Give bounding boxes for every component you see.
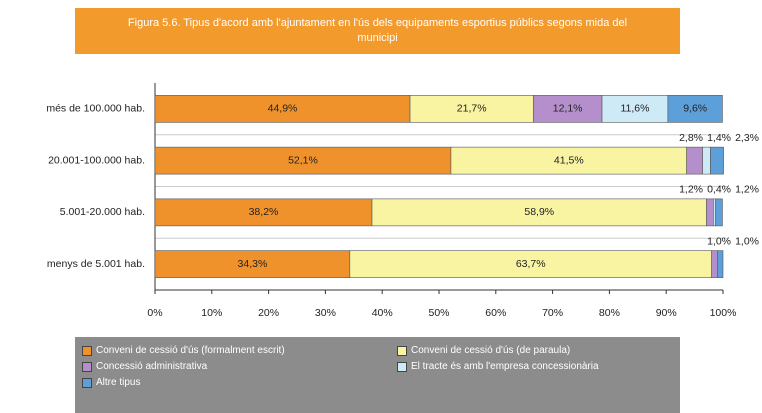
data-label: 11,6% — [620, 103, 649, 115]
legend-item: Conveni de cessió d'ús (de paraula) — [397, 345, 570, 356]
data-label: 21,7% — [457, 103, 487, 115]
data-label: 1,4% — [707, 132, 731, 144]
x-tick-label: 90% — [656, 307, 677, 319]
data-label: 0,4% — [707, 184, 731, 196]
legend-label: Concessió administrativa — [96, 361, 208, 372]
bar-segment — [686, 146, 703, 175]
data-label: 12,1% — [553, 103, 583, 115]
bar-segment — [717, 250, 724, 278]
chart: 0% 10% 20% 30% 40% 50% 60% 70% 80% 90% 100% més de … — [46, 83, 759, 319]
bar-segment — [532, 95, 603, 123]
bar-segment — [706, 198, 714, 227]
bar-segment — [715, 198, 723, 227]
bar-segment — [713, 198, 716, 227]
bar-segment — [710, 146, 724, 175]
x-tick-label: 40% — [372, 307, 393, 319]
legend-item: Altre tipus — [82, 377, 140, 388]
bar-segment — [667, 95, 723, 123]
legend-label: Altre tipus — [96, 377, 141, 388]
data-label: 2,8% — [679, 132, 703, 144]
bar-segment — [711, 250, 718, 278]
x-tick-label: 20% — [258, 307, 279, 319]
x-tick-label: 80% — [599, 307, 620, 319]
chart-title: Figura 5.6. Tipus d'acord amb l'ajuntame… — [75, 8, 680, 54]
x-tick-label: 30% — [315, 307, 336, 319]
x-tick-label: 100% — [710, 307, 737, 319]
bar-segment — [349, 250, 712, 278]
data-label: 34,3% — [238, 258, 268, 270]
bar-segment — [154, 95, 411, 123]
legend-label: Conveni de cessió d'ús (de paraula) — [411, 345, 571, 356]
data-label: 1,2% — [679, 184, 703, 196]
bar-segment — [154, 250, 351, 278]
bar-segment — [702, 146, 711, 175]
bar-segment — [409, 95, 534, 123]
legend-swatch — [82, 377, 92, 388]
x-tick-label: 50% — [428, 307, 449, 319]
bar-segment — [154, 146, 452, 175]
y-tick-label: 20.001-100.000 hab. — [48, 154, 145, 166]
legend-item: Conveni de cessió d'ús (formalment escri… — [82, 345, 285, 356]
legend-swatch — [82, 361, 92, 372]
data-label: 1,0% — [735, 235, 759, 247]
x-tick-label: 0% — [147, 307, 162, 319]
legend-label: El tracte és amb l'empresa concessionàri… — [411, 361, 599, 372]
legend-label: Conveni de cessió d'ús (formalment escri… — [96, 345, 285, 356]
legend-swatch — [397, 345, 407, 356]
bar-segment — [371, 198, 707, 227]
y-tick-label: més de 100.000 hab. — [46, 103, 145, 115]
data-label: 9,6% — [683, 103, 707, 115]
x-tick-label: 60% — [485, 307, 506, 319]
x-tick-label: 10% — [201, 307, 222, 319]
data-label: 1,0% — [707, 235, 731, 247]
legend: Conveni de cessió d'ús (formalment escri… — [75, 337, 680, 413]
data-label: 41,5% — [554, 154, 584, 166]
data-label: 1,2% — [735, 184, 759, 196]
data-label: 2,3% — [735, 132, 759, 144]
data-label: 63,7% — [516, 258, 546, 270]
legend-swatch — [82, 345, 92, 356]
legend-item: Concessió administrativa — [82, 361, 207, 372]
y-tick-label: 5.001-20.000 hab. — [60, 206, 145, 218]
data-label: 44,9% — [268, 103, 298, 115]
bar-segment — [450, 146, 687, 175]
legend-swatch — [397, 361, 407, 372]
x-tick-label: 70% — [542, 307, 563, 319]
data-label: 38,2% — [249, 206, 279, 218]
legend-item: El tracte és amb l'empresa concessionàri… — [397, 361, 599, 372]
y-tick-label: menys de 5.001 hab. — [47, 258, 145, 270]
data-label: 52,1% — [288, 154, 318, 166]
data-label: 58,9% — [524, 206, 554, 218]
